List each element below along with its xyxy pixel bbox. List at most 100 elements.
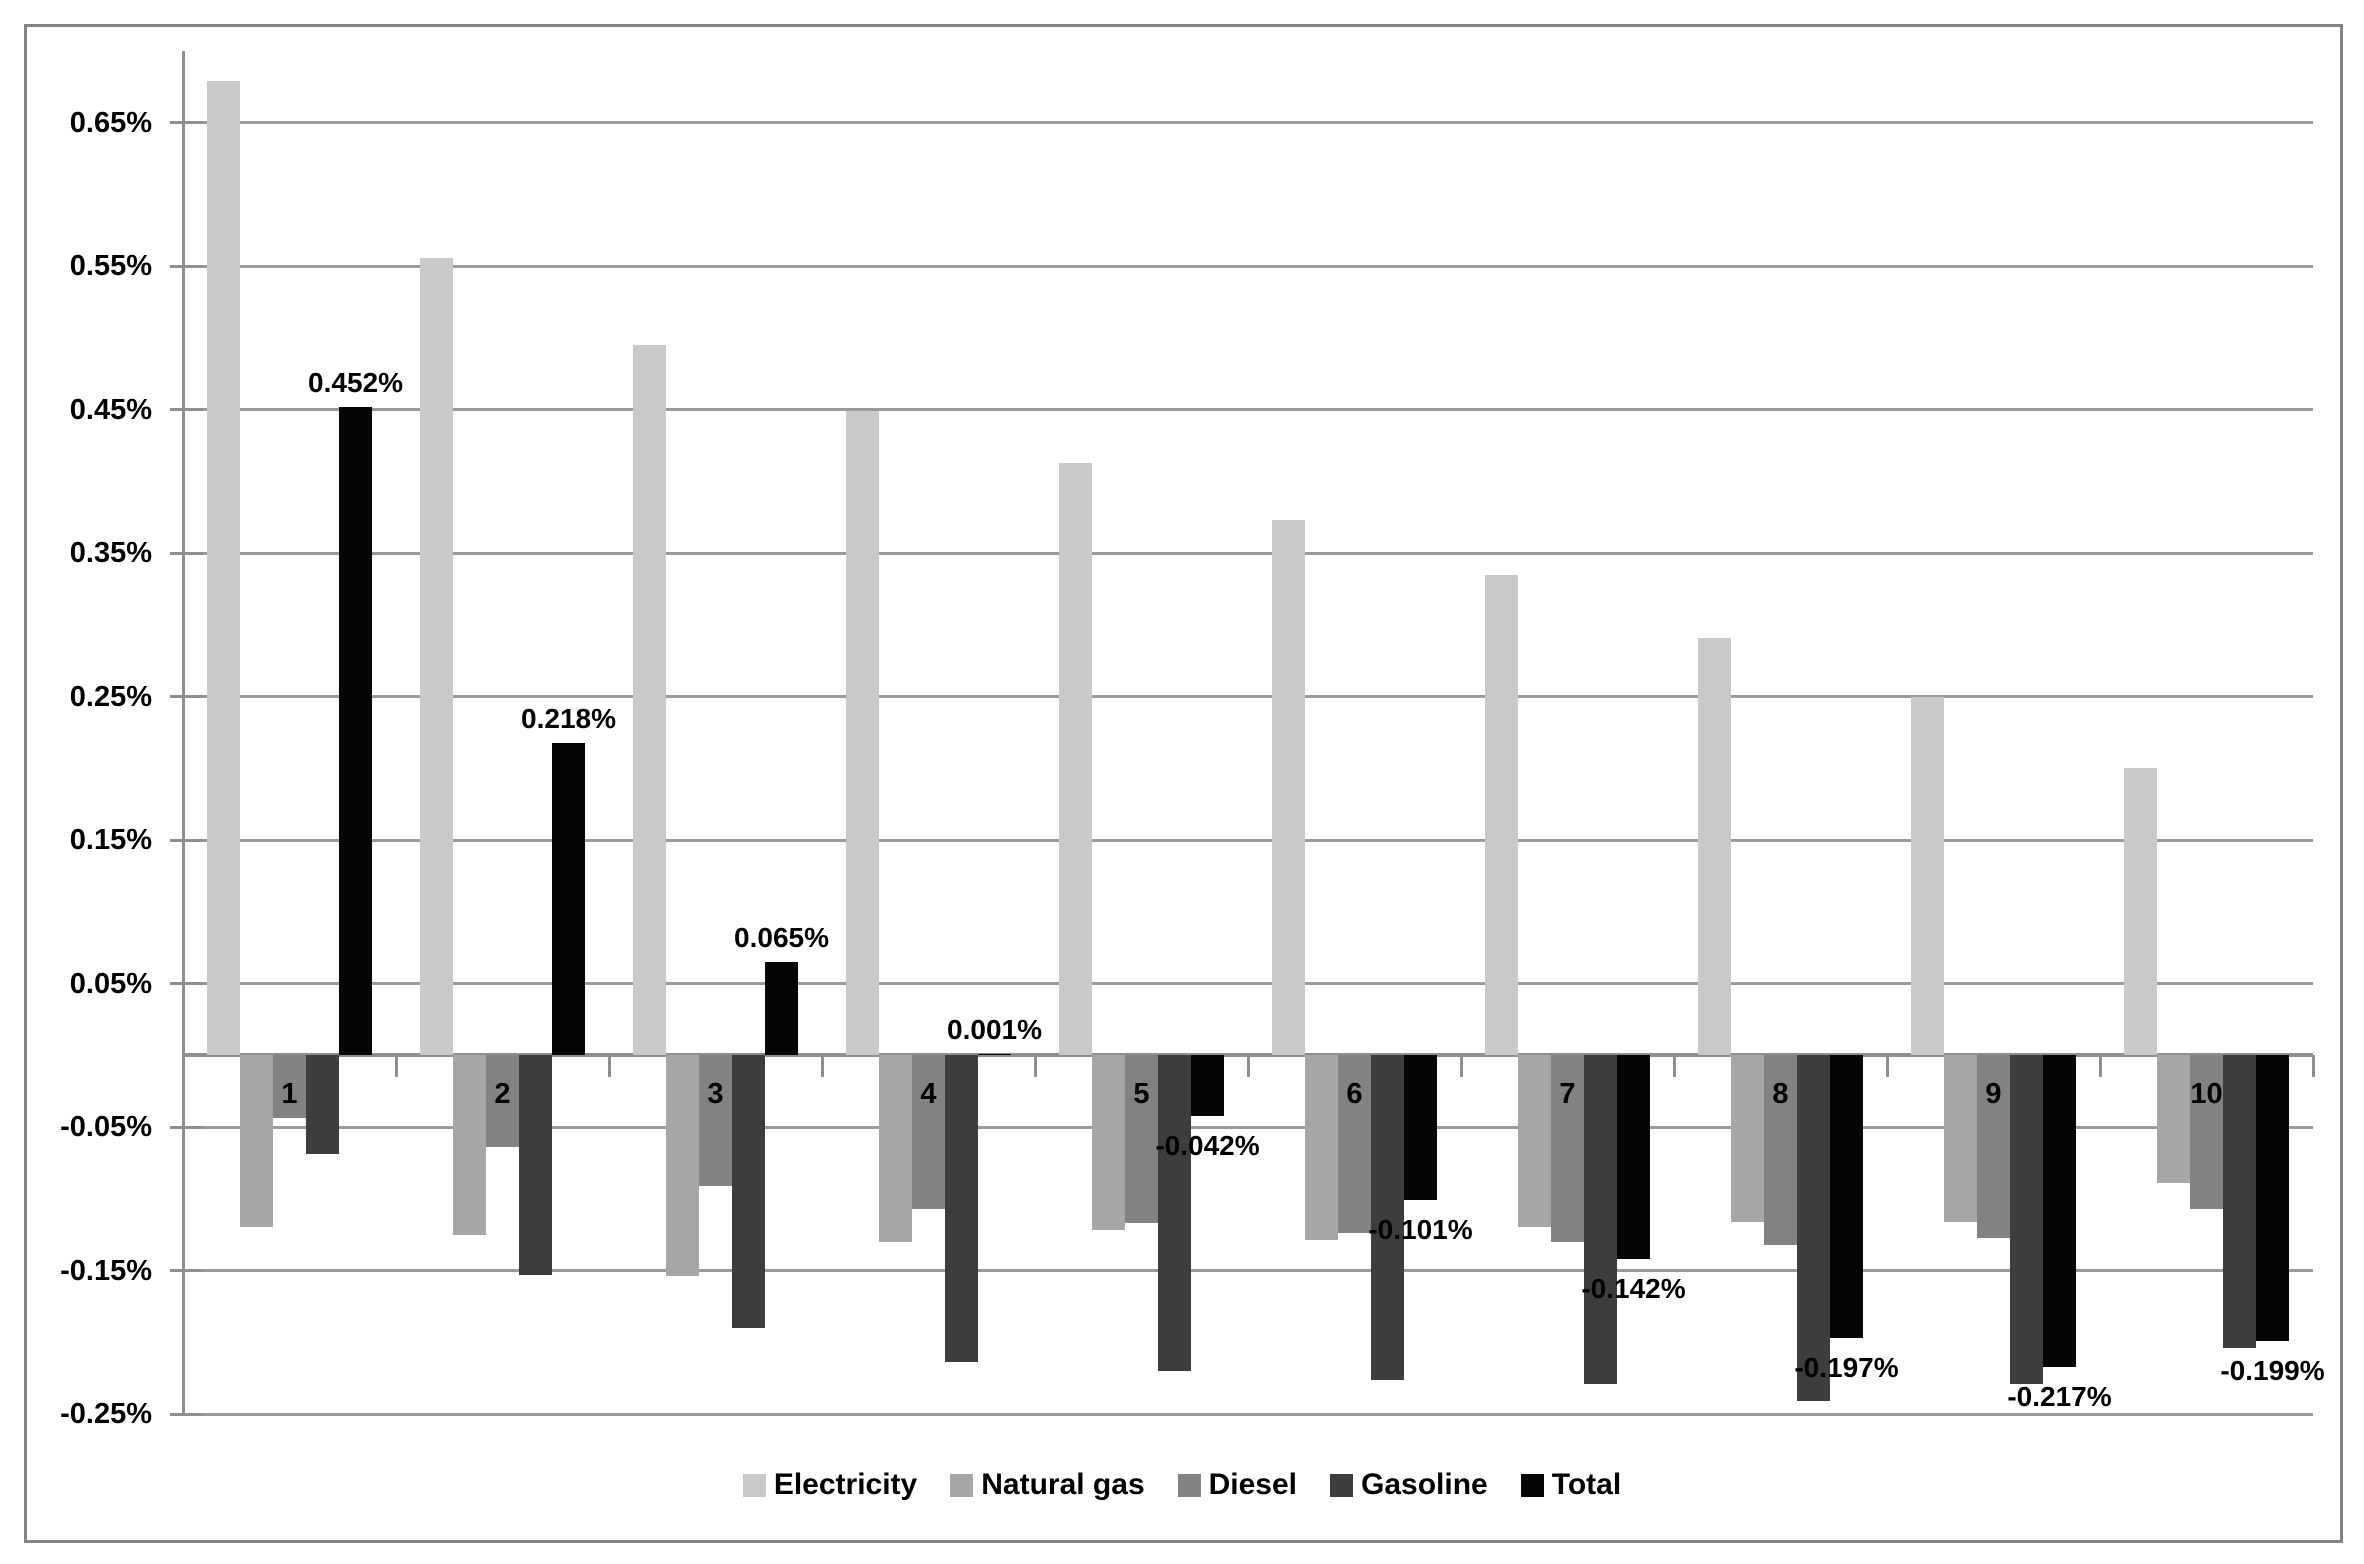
x-axis-category-label: 6 (1346, 1078, 1363, 1111)
bar-diesel-5 (1125, 1055, 1158, 1224)
bar-total-7 (1617, 1055, 1650, 1260)
bar-electricity-8 (1698, 637, 1731, 1056)
x-axis-category-label: 9 (1985, 1078, 2002, 1111)
bar-natural-gas-5 (1092, 1055, 1125, 1231)
bar-gasoline-9 (2010, 1055, 2043, 1384)
total-data-label: 0.218% (521, 702, 616, 734)
x-axis-group-tick (2098, 1055, 2102, 1078)
bar-natural-gas-9 (1944, 1055, 1977, 1222)
y-axis-tick (170, 408, 203, 412)
y-axis-tick (170, 1412, 203, 1416)
y-axis-tick (170, 551, 203, 555)
x-axis-category-label: 5 (1133, 1078, 1150, 1111)
gridline (183, 695, 2313, 699)
x-axis-category-label: 3 (707, 1078, 724, 1111)
total-data-label: -0.142% (1581, 1273, 1686, 1305)
legend-item-electricity: Electricity (742, 1468, 917, 1502)
bar-electricity-5 (1059, 462, 1092, 1056)
y-axis-line (181, 51, 185, 1414)
bar-total-9 (2043, 1055, 2076, 1367)
x-axis-category-label: 10 (2190, 1078, 2223, 1111)
y-axis-tick (170, 121, 203, 125)
bar-electricity-1 (207, 81, 240, 1056)
y-axis-tick-label: 0.35% (69, 537, 152, 570)
bar-total-5 (1191, 1055, 1224, 1116)
bar-electricity-4 (846, 411, 879, 1056)
bar-total-4 (978, 1053, 1011, 1056)
legend-label: Gasoline (1361, 1468, 1488, 1501)
x-axis-category-label: 7 (1559, 1078, 1576, 1111)
total-data-label: -0.101% (1368, 1214, 1473, 1246)
bar-electricity-3 (633, 345, 666, 1056)
bar-gasoline-8 (1797, 1055, 1830, 1402)
total-data-label: -0.042% (1155, 1129, 1260, 1161)
x-axis-group-tick (820, 1055, 824, 1078)
legend-swatch-icon (1177, 1473, 1201, 1497)
bar-natural-gas-4 (879, 1055, 912, 1242)
bar-diesel-4 (912, 1055, 945, 1209)
gridline (183, 838, 2313, 842)
bar-natural-gas-6 (1305, 1055, 1338, 1241)
x-axis-category-label: 8 (1772, 1078, 1789, 1111)
bar-gasoline-1 (306, 1055, 339, 1155)
y-axis-tick-label: 0.25% (69, 680, 152, 713)
y-axis-tick-label: -0.15% (60, 1254, 152, 1287)
x-axis-category-label: 2 (494, 1078, 511, 1111)
bar-diesel-8 (1764, 1055, 1797, 1245)
x-axis-group-tick (1033, 1055, 1037, 1078)
bar-gasoline-5 (1158, 1055, 1191, 1371)
total-data-label: -0.197% (1794, 1351, 1899, 1383)
total-data-label: -0.217% (2007, 1380, 2112, 1412)
bar-natural-gas-1 (240, 1055, 273, 1228)
bar-electricity-10 (2124, 768, 2157, 1056)
bar-natural-gas-8 (1731, 1055, 1764, 1222)
gridline (183, 1269, 2313, 1273)
bar-total-10 (2256, 1055, 2289, 1341)
legend-label: Total (1551, 1468, 1622, 1501)
bar-natural-gas-2 (453, 1055, 486, 1235)
legend-swatch-icon (1330, 1473, 1354, 1497)
bar-diesel-10 (2190, 1055, 2223, 1209)
total-data-label: 0.452% (308, 366, 403, 398)
total-data-label: -0.199% (2220, 1354, 2325, 1386)
y-axis-tick (170, 1125, 203, 1129)
bar-electricity-9 (1911, 696, 1944, 1056)
bar-gasoline-6 (1371, 1055, 1404, 1380)
chart-outer-frame (24, 24, 2343, 1543)
y-axis-tick (170, 982, 203, 986)
y-axis-tick (170, 1269, 203, 1273)
y-axis-tick (170, 695, 203, 699)
bar-diesel-9 (1977, 1055, 2010, 1238)
gridline (183, 1125, 2313, 1129)
y-axis-tick-label: 0.55% (69, 250, 152, 283)
bar-total-2 (552, 742, 585, 1056)
bar-natural-gas-10 (2157, 1055, 2190, 1183)
x-axis-group-tick (607, 1055, 611, 1078)
legend-label: Diesel (1208, 1468, 1298, 1501)
y-axis-tick (170, 264, 203, 268)
y-axis-tick (170, 838, 203, 842)
x-axis-group-tick (1672, 1055, 1676, 1078)
x-axis-category-label: 4 (920, 1078, 937, 1111)
bar-gasoline-7 (1584, 1055, 1617, 1384)
x-axis-group-tick (1885, 1055, 1889, 1078)
bar-total-3 (765, 962, 798, 1056)
chart-legend: Electricity Natural gas Diesel Gasoline Tota… (0, 1468, 2364, 1502)
gridline (183, 982, 2313, 986)
bar-total-8 (1830, 1055, 1863, 1338)
x-axis-group-tick (1459, 1055, 1463, 1078)
x-axis-category-label: 1 (281, 1078, 298, 1111)
legend-item-gasoline: Gasoline (1330, 1468, 1488, 1502)
bar-gasoline-2 (519, 1055, 552, 1275)
total-data-label: 0.065% (734, 922, 829, 954)
y-axis-tick-label: -0.25% (60, 1398, 152, 1430)
gridline (183, 551, 2313, 555)
bar-diesel-7 (1551, 1055, 1584, 1242)
gridline (183, 408, 2313, 412)
bar-electricity-6 (1272, 520, 1305, 1056)
legend-item-total: Total (1520, 1468, 1622, 1502)
y-axis-tick-label: -0.05% (60, 1111, 152, 1144)
legend-item-diesel: Diesel (1177, 1468, 1298, 1502)
